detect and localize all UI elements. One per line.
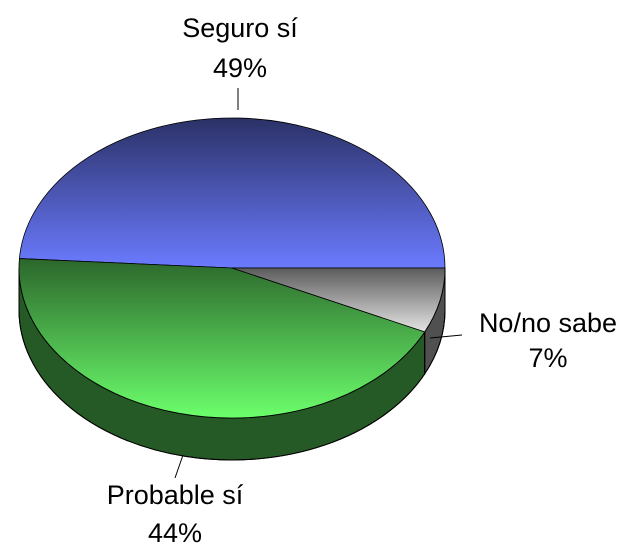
leader-line	[429, 334, 463, 339]
slice-value: 49%	[213, 53, 267, 83]
slice-value: 7%	[528, 343, 567, 373]
slice-value: 44%	[148, 518, 202, 548]
leader-line	[174, 454, 184, 479]
slice-name: Probable sí	[107, 480, 244, 510]
slice-name: No/no sabe	[479, 308, 617, 338]
slice-name: Seguro sí	[182, 13, 298, 43]
pie-slice-shade	[18, 117, 446, 269]
pie-slice-shade	[231, 267, 446, 333]
